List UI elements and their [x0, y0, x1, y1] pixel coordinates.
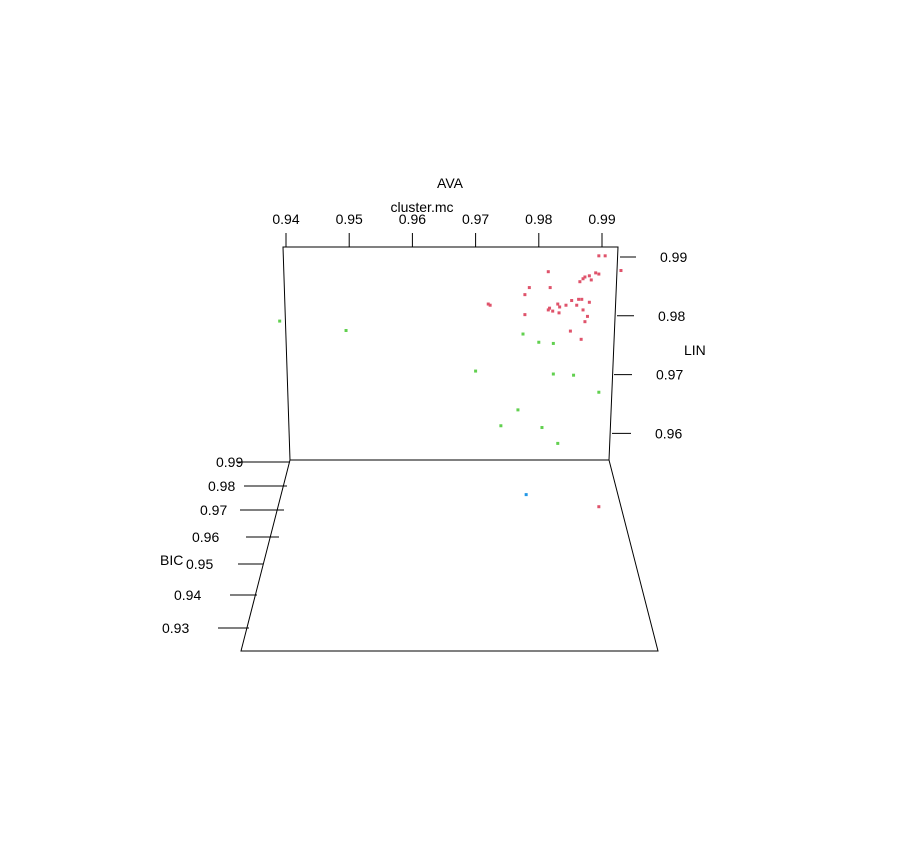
- data-point: [568, 329, 572, 333]
- data-point: [578, 280, 582, 284]
- z-tick-label: 0.97: [200, 502, 227, 518]
- data-point: [546, 270, 550, 274]
- data-point: [474, 369, 478, 373]
- data-point: [597, 272, 601, 276]
- data-point: [523, 293, 527, 297]
- data-point: [486, 302, 490, 306]
- data-point: [587, 300, 591, 304]
- x-axis-label: AVA: [437, 175, 464, 191]
- data-point: [603, 254, 607, 258]
- y-axis-label: LIN: [684, 342, 706, 358]
- z-tick-label: 0.98: [208, 478, 235, 494]
- floor-data-point: [524, 493, 528, 497]
- data-point: [597, 390, 601, 394]
- data-point: [521, 332, 525, 336]
- z-tick-label: 0.99: [216, 454, 243, 470]
- y-axis: 0.99 0.98 0.97 0.96: [612, 249, 687, 441]
- data-point: [556, 302, 560, 306]
- x-tick-label: 0.94: [272, 211, 299, 227]
- z-tick-label: 0.96: [192, 529, 219, 545]
- z-axis: 0.99 0.98 0.97 0.96 0.95 0.94 0.93: [162, 454, 290, 636]
- data-point: [557, 311, 561, 315]
- data-point: [551, 341, 555, 345]
- data-point: [580, 297, 584, 301]
- data-point: [516, 408, 520, 412]
- x-tick-label: 0.95: [336, 211, 363, 227]
- data-points: [278, 254, 623, 509]
- data-point: [344, 329, 348, 332]
- data-point: [564, 303, 568, 307]
- x-tick-label: 0.98: [525, 211, 552, 227]
- data-point: [597, 254, 601, 258]
- data-point: [540, 426, 544, 430]
- data-point: [556, 441, 560, 445]
- floor-data-point: [597, 505, 601, 509]
- x-tick-label: 0.97: [462, 211, 489, 227]
- data-point: [527, 286, 531, 290]
- z-axis-label: BIC: [160, 552, 183, 568]
- data-point: [589, 278, 593, 282]
- data-point: [585, 314, 589, 318]
- data-point: [548, 286, 552, 290]
- back-wall: [282, 246, 619, 461]
- y-tick-label: 0.99: [660, 249, 687, 265]
- data-point: [572, 373, 576, 377]
- y-tick-label: 0.97: [656, 367, 683, 383]
- z-tick-label: 0.95: [186, 556, 213, 572]
- data-point: [546, 308, 550, 312]
- data-point: [583, 275, 587, 279]
- data-point: [619, 269, 623, 273]
- data-point: [587, 274, 591, 278]
- data-point: [278, 319, 282, 323]
- z-tick-label: 0.94: [174, 587, 201, 603]
- data-point: [579, 337, 583, 341]
- data-point: [581, 308, 585, 312]
- x-tick-label: 0.96: [399, 211, 426, 227]
- data-point: [570, 299, 574, 303]
- data-point: [548, 306, 552, 310]
- floor-plane: [240, 459, 659, 652]
- y-tick-label: 0.96: [655, 425, 682, 441]
- data-point: [551, 309, 555, 313]
- data-point: [594, 271, 598, 275]
- data-point: [583, 320, 587, 324]
- chart-title: cluster.mc: [390, 199, 453, 215]
- data-point: [581, 277, 585, 281]
- x-tick-label: 0.99: [588, 211, 615, 227]
- x-axis: 0.94 0.95 0.96 0.97 0.98 0.99: [272, 211, 616, 248]
- data-point: [551, 372, 555, 376]
- data-point: [537, 340, 541, 344]
- data-point: [577, 297, 581, 301]
- z-tick-label: 0.93: [162, 620, 189, 636]
- data-point: [558, 305, 562, 309]
- data-point: [488, 303, 492, 307]
- y-tick-label: 0.98: [658, 308, 685, 324]
- data-point: [523, 313, 527, 317]
- data-point: [499, 424, 503, 428]
- data-point: [575, 303, 579, 307]
